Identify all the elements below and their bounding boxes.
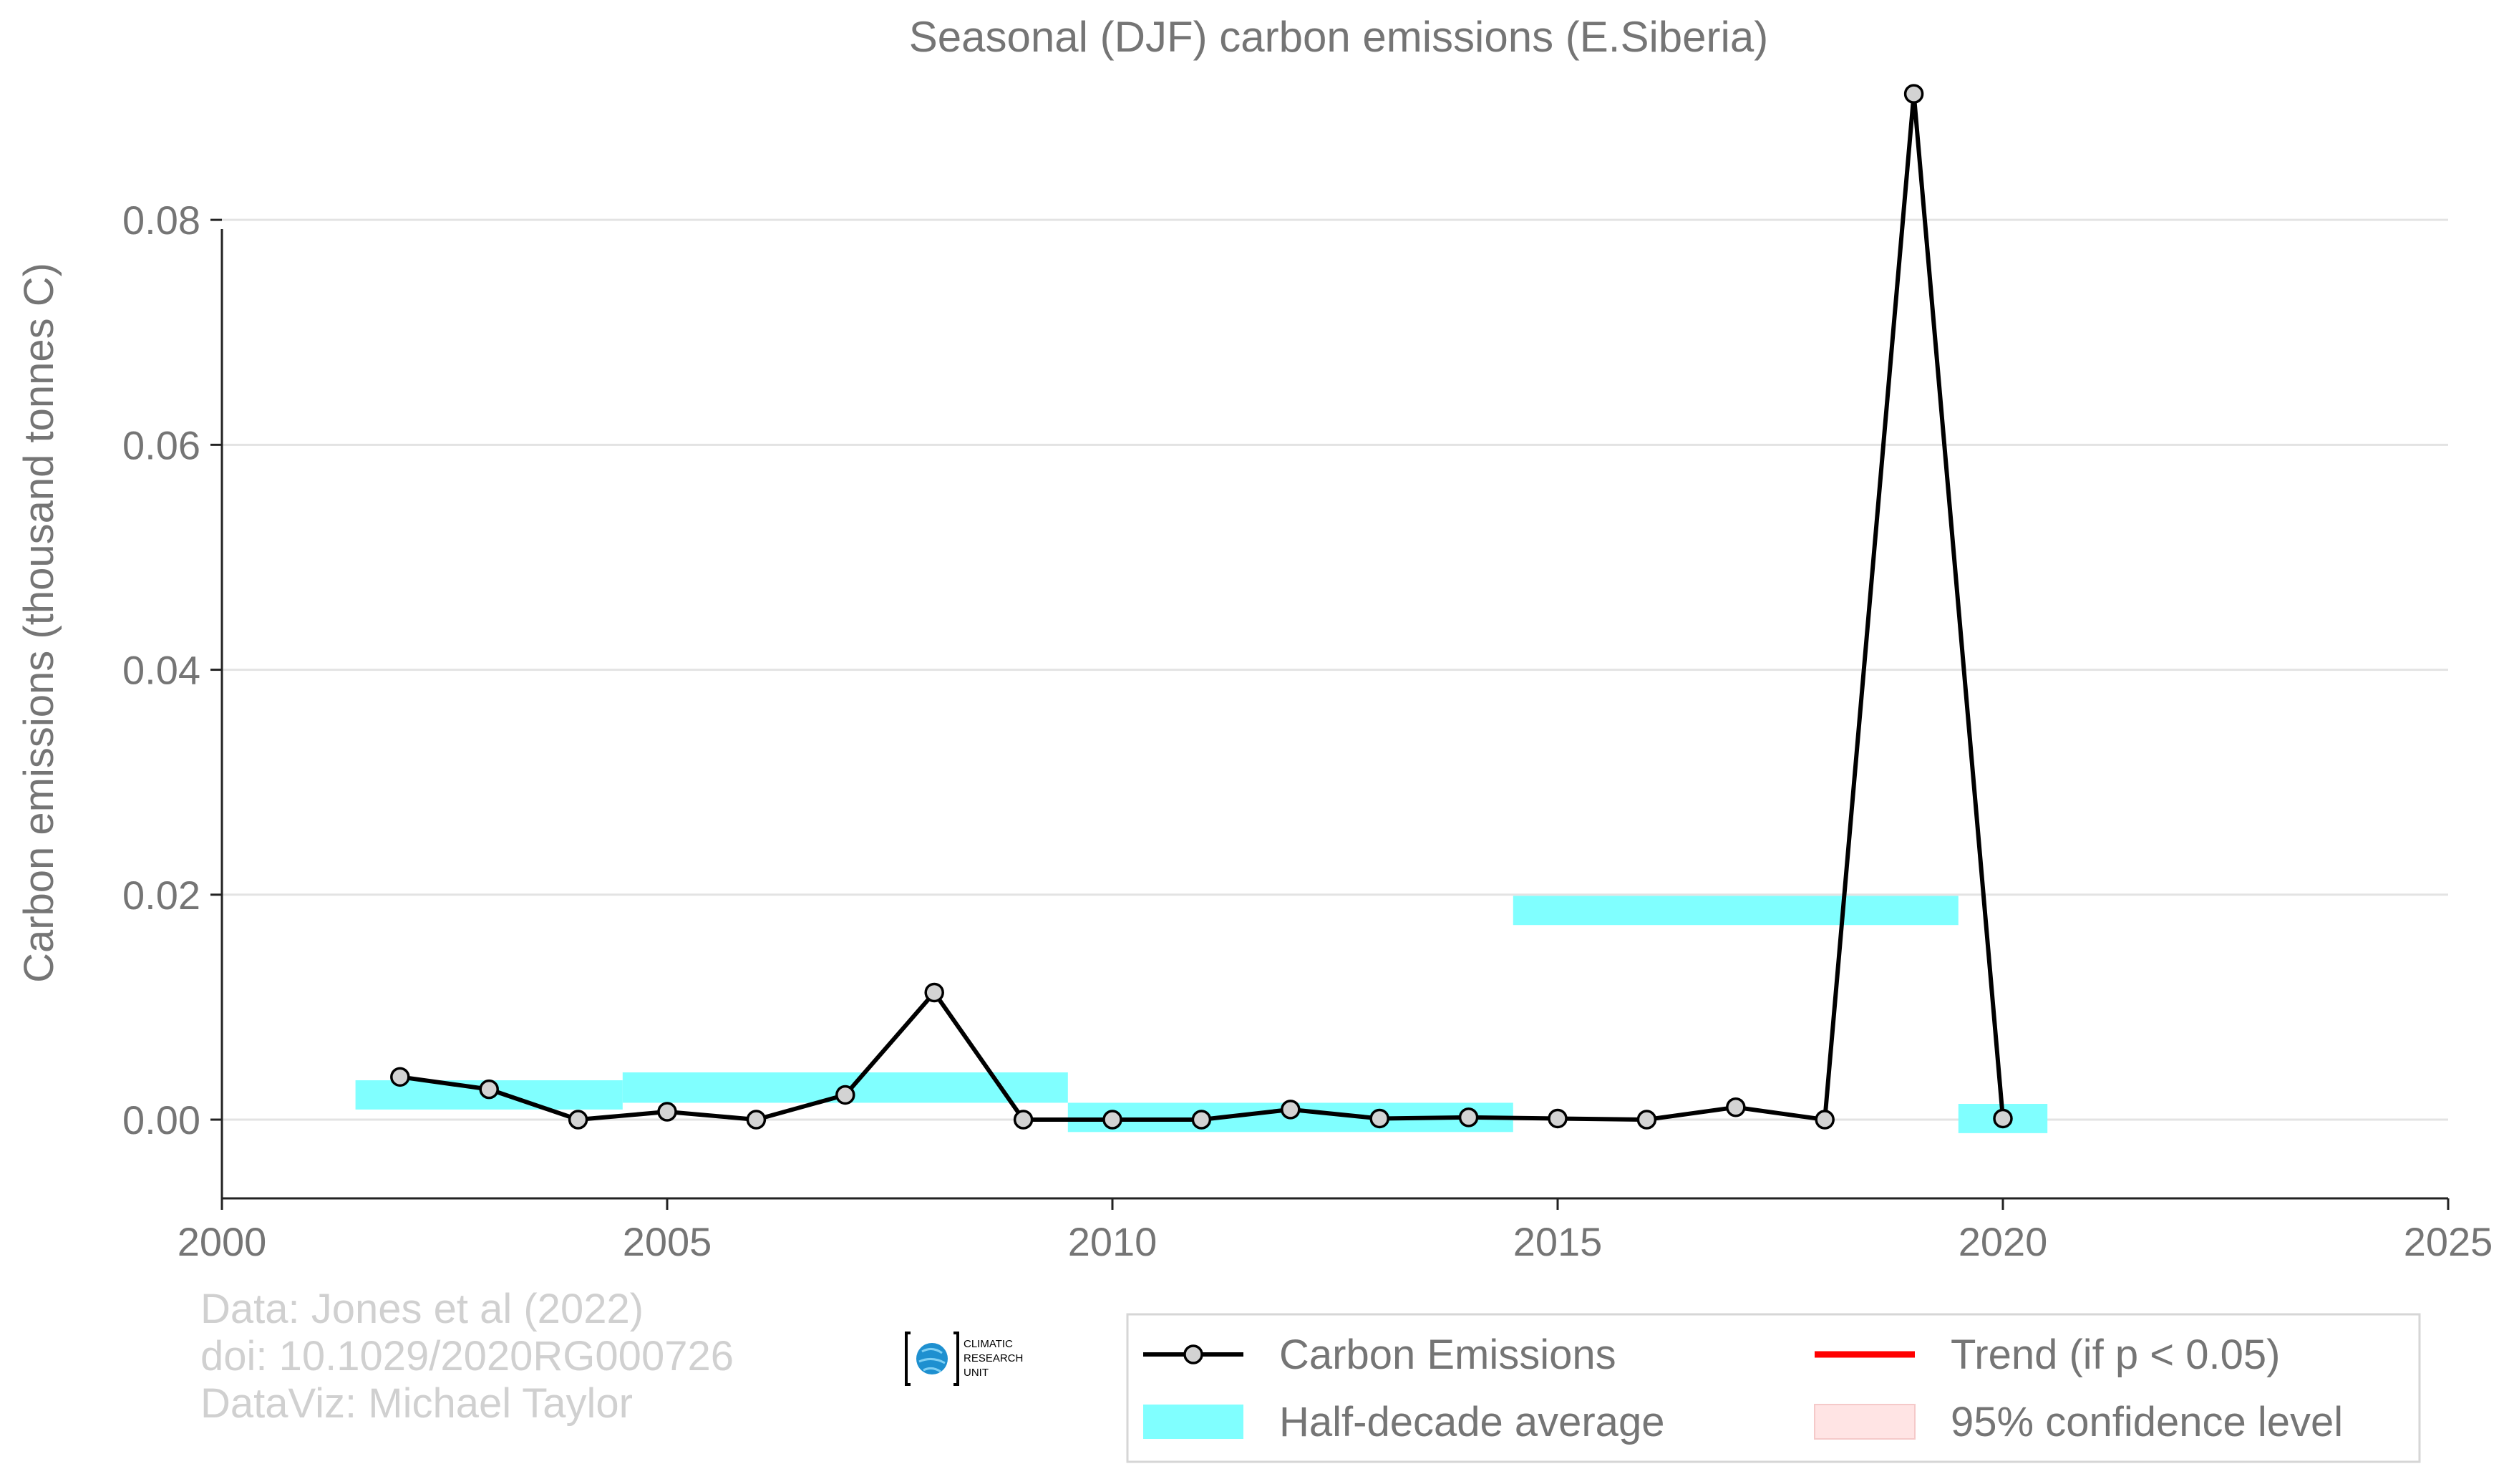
carbon-emissions-point bbox=[924, 982, 944, 1003]
carbon-emissions-point bbox=[390, 1067, 410, 1087]
carbon-emissions-point bbox=[1726, 1097, 1746, 1117]
carbon-emissions-point bbox=[1102, 1110, 1122, 1130]
credit-doi: doi: 10.1029/2020RG000726 bbox=[200, 1333, 734, 1379]
axes: 0.00 0.02 0.04 0.06 0.08 2000 2005 2010 2015 2020… bbox=[122, 198, 2493, 1264]
legend-label: Half-decade average bbox=[1279, 1399, 1664, 1445]
half-decade-bands bbox=[355, 896, 2048, 1133]
y-axis-label: Carbon emissions (thousand tonnes C) bbox=[16, 263, 62, 983]
carbon-emissions-point bbox=[657, 1102, 677, 1122]
carbon-emissions-point bbox=[1993, 1108, 2013, 1129]
carbon-emissions-line bbox=[399, 92, 2005, 1122]
carbon-emissions-point bbox=[1458, 1107, 1479, 1127]
y-tick-label: 0.00 bbox=[122, 1097, 200, 1143]
legend-swatch-marker bbox=[1183, 1344, 1203, 1364]
carbon-emissions-point bbox=[1903, 84, 1924, 104]
legend: Carbon Emissions Trend (if p < 0.05) Half-… bbox=[1126, 1313, 2421, 1463]
legend-swatch-band bbox=[1143, 1405, 1243, 1439]
x-tick-label: 2000 bbox=[178, 1219, 267, 1264]
carbon-emissions-point bbox=[1281, 1100, 1301, 1120]
y-tick-label: 0.04 bbox=[122, 648, 200, 693]
legend-label: 95% confidence level bbox=[1951, 1399, 2343, 1445]
carbon-emissions-point bbox=[1548, 1108, 1568, 1129]
credit-dataviz: DataViz: Michael Taylor bbox=[200, 1380, 633, 1427]
carbon-emissions-point bbox=[479, 1079, 499, 1100]
x-tick-label: 2020 bbox=[1959, 1219, 2048, 1264]
x-tick-label: 2010 bbox=[1068, 1219, 1157, 1264]
series-layer bbox=[390, 84, 2013, 1130]
carbon-emissions-point bbox=[1013, 1110, 1034, 1130]
carbon-emissions-point bbox=[746, 1110, 767, 1130]
logo-text-line2: RESEARCH bbox=[964, 1352, 1023, 1364]
y-tick-label: 0.02 bbox=[122, 873, 200, 918]
x-tick-label: 2005 bbox=[623, 1219, 712, 1264]
chart-title: Seasonal (DJF) carbon emissions (E.Siber… bbox=[909, 13, 1768, 61]
carbon-emissions-point bbox=[835, 1085, 855, 1105]
legend-label: Carbon Emissions bbox=[1279, 1332, 1616, 1378]
legend-label: Trend (if p < 0.05) bbox=[1951, 1332, 2280, 1378]
credit-data-source: Data: Jones et al (2022) bbox=[200, 1286, 644, 1332]
legend-box bbox=[1126, 1313, 2421, 1463]
x-tick-label: 2025 bbox=[2404, 1219, 2493, 1264]
carbon-emissions-point bbox=[1369, 1108, 1389, 1129]
half-decade-band bbox=[1513, 896, 1959, 926]
carbon-emissions-point bbox=[1191, 1110, 1212, 1130]
y-tick-label: 0.06 bbox=[122, 422, 200, 467]
y-tick-label: 0.08 bbox=[122, 198, 200, 243]
logo-text-line1: CLIMATIC bbox=[964, 1338, 1013, 1350]
carbon-emissions-point bbox=[1815, 1110, 1835, 1130]
x-tick-label: 2015 bbox=[1513, 1219, 1603, 1264]
gridlines bbox=[222, 218, 2448, 1121]
logo-text-line3: UNIT bbox=[964, 1367, 989, 1379]
carbon-emissions-point bbox=[568, 1110, 588, 1130]
carbon-emissions-point bbox=[1636, 1110, 1657, 1130]
cru-logo: CLIMATIC RESEARCH UNIT bbox=[905, 1332, 1023, 1386]
legend-swatch-band bbox=[1814, 1404, 1916, 1440]
